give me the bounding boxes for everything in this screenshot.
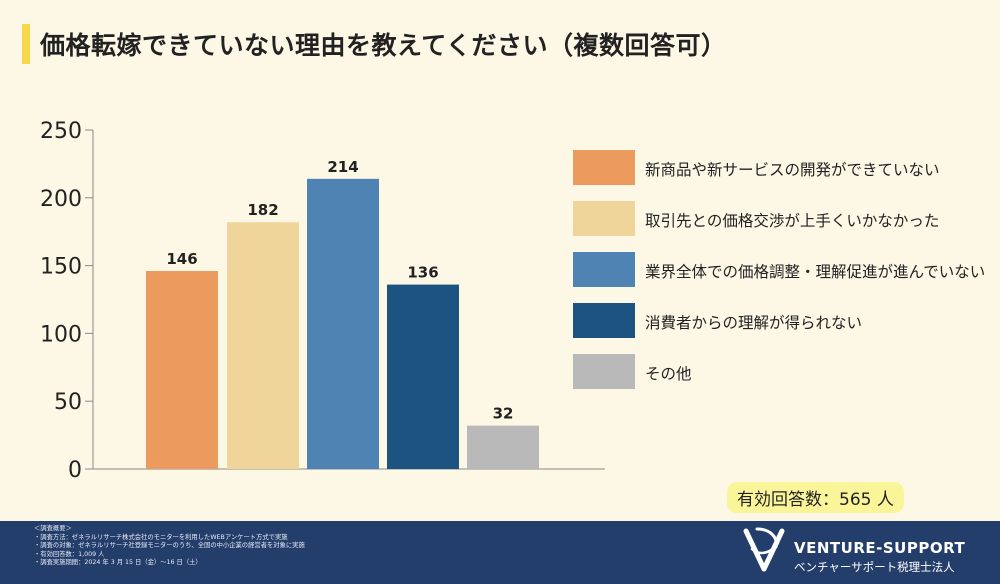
survey-note-line: ・有効回答数：1,009 人 xyxy=(34,550,105,558)
respondents-badge: 有効回答数：565 人 xyxy=(727,482,904,513)
y-tick-label: 100 xyxy=(40,322,82,347)
legend-label: 新商品や新サービスの開発ができていない xyxy=(645,161,940,179)
bar-value-label: 136 xyxy=(407,264,438,282)
bar xyxy=(307,178,379,470)
y-tick-label: 250 xyxy=(40,119,82,144)
survey-notes: ＜調査概要＞ ・調査方法：ゼネラルリサーチ株式会社のモニターを利用したWEBアンケ… xyxy=(34,525,305,568)
legend-label: 業界全体での価格調整・理解促進が進んでいない xyxy=(645,263,986,281)
bar-chart: 0 50 100 150 200 250 146 182 214 136 32 xyxy=(40,119,605,483)
survey-note-line: ・調査方法：ゼネラルリサーチ株式会社のモニターを利用したWEBアンケート方式で実… xyxy=(34,533,288,541)
title-accent-bar xyxy=(22,24,30,64)
y-tick-label: 150 xyxy=(40,255,82,280)
y-tick-label: 50 xyxy=(54,390,82,415)
legend-swatch xyxy=(573,201,635,236)
survey-note-line: ・調査の対象：ゼネラルリサーチ社登録モニターのうち、全国の中小企業の経営者を対象… xyxy=(34,542,305,550)
legend-label: 取引先との価格交渉が上手くいかなかった xyxy=(645,212,940,230)
y-tick-label: 0 xyxy=(68,458,82,483)
bar-value-label: 182 xyxy=(247,201,278,219)
bar xyxy=(467,425,539,469)
legend-swatch xyxy=(573,252,635,287)
logo-name-jp: ベンチャーサポート税理士法人 xyxy=(794,560,955,574)
bar-value-label: 32 xyxy=(493,405,514,423)
page-title: 価格転嫁できていない理由を教えてください（複数回答可） xyxy=(40,31,727,60)
survey-note-line: ・調査実施期間：2024 年 3 月 15 日（金）～16 日（土） xyxy=(34,559,202,567)
legend-swatch xyxy=(573,303,635,338)
bar-value-label: 214 xyxy=(327,158,358,176)
logo-name-en: VENTURE-SUPPORT xyxy=(794,539,966,557)
legend-swatch xyxy=(573,150,635,185)
legend-label: 消費者からの理解が得られない xyxy=(645,314,863,332)
bar xyxy=(146,271,218,469)
venture-support-logo-icon xyxy=(743,527,785,572)
bar xyxy=(227,222,299,469)
legend-swatch xyxy=(573,354,635,389)
y-tick-label: 200 xyxy=(40,187,82,212)
legend-label: その他 xyxy=(645,365,692,383)
survey-note-line: ＜調査概要＞ xyxy=(34,525,72,532)
bar-value-label: 146 xyxy=(166,250,197,268)
bar xyxy=(387,284,459,469)
footer: ＜調査概要＞ ・調査方法：ゼネラルリサーチ株式会社のモニターを利用したWEBアンケ… xyxy=(0,521,1000,584)
